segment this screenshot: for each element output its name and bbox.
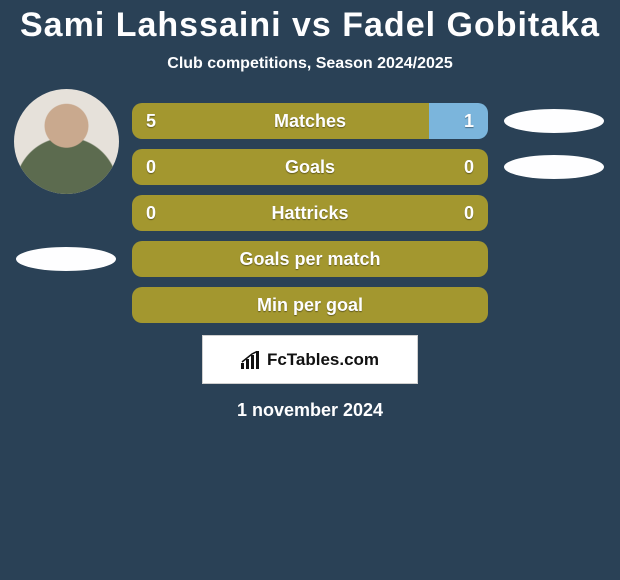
right-side-slot	[498, 109, 610, 133]
bar-right-value: 1	[464, 103, 474, 139]
left-side-slot	[10, 247, 122, 271]
right-side-slot	[498, 155, 610, 179]
bar-chart-icon	[241, 351, 263, 369]
stats-row: 0 Hattricks 0	[10, 195, 610, 231]
page-subtitle: Club competitions, Season 2024/2025	[0, 55, 620, 73]
stats-row: Min per goal	[10, 287, 610, 323]
player-right-placeholder	[504, 109, 604, 133]
snapshot-date: 1 november 2024	[10, 400, 610, 421]
player-right-placeholder	[504, 155, 604, 179]
branding-text: FcTables.com	[267, 350, 379, 370]
bar-label: Hattricks	[132, 195, 488, 231]
stat-bar: 0 Goals 0	[132, 149, 488, 185]
left-side-slot	[10, 103, 122, 139]
bar-label: Goals per match	[132, 241, 488, 277]
stats-row: Goals per match	[10, 241, 610, 277]
stat-bar: Goals per match	[132, 241, 488, 277]
bar-label: Min per goal	[132, 287, 488, 323]
page-title: Sami Lahssaini vs Fadel Gobitaka	[0, 0, 620, 45]
bar-label: Matches	[132, 103, 488, 139]
comparison-chart: 5 Matches 1 0 Goals 0 0 Hattricks 0	[0, 103, 620, 421]
bar-right-value: 0	[464, 195, 474, 231]
bar-label: Goals	[132, 149, 488, 185]
branding-box: FcTables.com	[202, 335, 418, 384]
player-left-avatar	[14, 89, 119, 194]
bar-right-value: 0	[464, 149, 474, 185]
stats-row: 5 Matches 1	[10, 103, 610, 139]
player-left-placeholder	[16, 247, 116, 271]
stat-bar: 0 Hattricks 0	[132, 195, 488, 231]
stat-bar: Min per goal	[132, 287, 488, 323]
stat-bar: 5 Matches 1	[132, 103, 488, 139]
avatar-image	[14, 89, 119, 194]
